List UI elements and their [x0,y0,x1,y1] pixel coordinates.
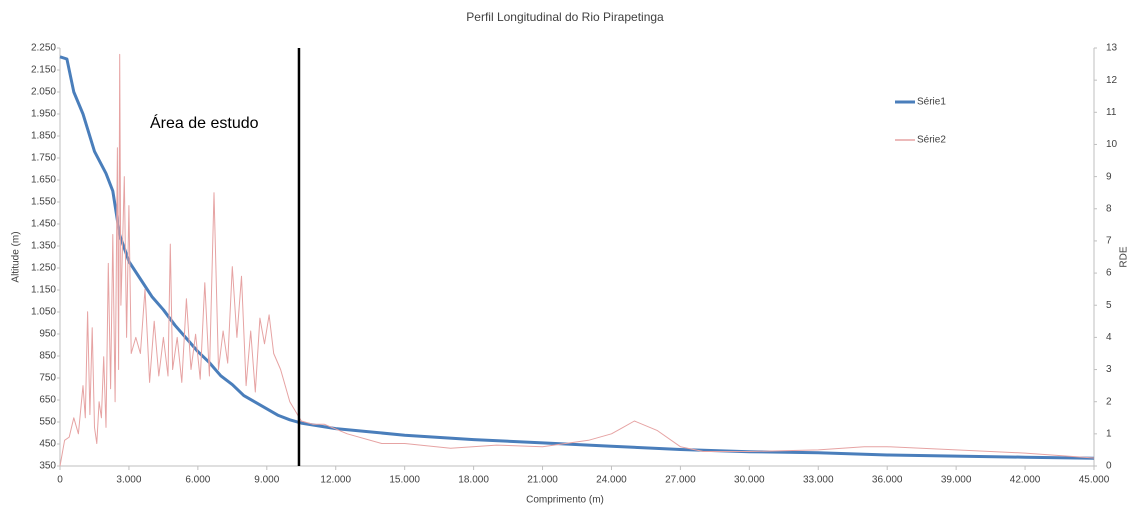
legend-label: Série1 [917,97,946,108]
chart-title: Perfil Longitudinal do Rio Pirapetinga [466,10,664,24]
annotation: Área de estudo [150,113,259,132]
y-tick-label: 450 [39,439,56,450]
y-tick-label: 2.150 [31,65,56,76]
x-tick-label: 21.000 [527,475,558,486]
y-tick-label: 1.850 [31,131,56,142]
x-tick-label: 30.000 [734,475,765,486]
y2-tick-label: 4 [1106,332,1112,343]
y-tick-label: 650 [39,395,56,406]
y-tick-label: 1.550 [31,197,56,208]
y2-tick-label: 3 [1106,364,1112,375]
y2-tick-label: 7 [1106,236,1112,247]
y-tick-label: 1.950 [31,109,56,120]
y2-tick-label: 6 [1106,268,1112,279]
x-tick-label: 12.000 [320,475,351,486]
x-tick-label: 27.000 [665,475,696,486]
y-tick-label: 1.650 [31,175,56,186]
y2-tick-label: 11 [1106,107,1117,118]
y2-tick-label: 12 [1106,75,1118,86]
x-tick-label: 15.000 [389,475,420,486]
y2-tick-label: 8 [1106,203,1112,214]
y-tick-label: 750 [39,373,56,384]
x-tick-label: 33.000 [803,475,834,486]
y-tick-label: 1.250 [31,263,56,274]
y-tick-label: 1.750 [31,153,56,164]
x-tick-label: 0 [57,475,63,486]
y-axis-label: Altitude (m) [11,231,22,282]
y2-axis-label: RDE [1119,246,1129,267]
y-tick-label: 1.050 [31,307,56,318]
y2-tick-label: 5 [1106,300,1112,311]
x-axis-label: Comprimento (m) [526,495,604,506]
y-tick-label: 1.450 [31,219,56,230]
y-tick-label: 1.150 [31,285,56,296]
y-tick-label: 950 [39,329,56,340]
x-tick-label: 3.000 [116,475,141,486]
x-tick-label: 9.000 [254,475,279,486]
y-tick-label: 2.050 [31,87,56,98]
y2-tick-label: 0 [1106,461,1112,472]
x-tick-label: 18.000 [458,475,489,486]
series-line [59,55,1095,460]
x-tick-label: 42.000 [1010,475,1041,486]
y2-tick-label: 9 [1106,171,1112,182]
x-tick-label: 45.000 [1079,475,1110,486]
x-tick-label: 6.000 [185,475,210,486]
y2-tick-label: 13 [1106,43,1118,54]
series-line [59,53,1095,467]
y-tick-label: 1.350 [31,241,56,252]
y-tick-label: 350 [39,461,56,472]
y-tick-label: 2.250 [31,43,56,54]
x-tick-label: 39.000 [941,475,972,486]
y-tick-label: 850 [39,351,56,362]
x-tick-label: 24.000 [596,475,627,486]
y2-tick-label: 2 [1106,396,1112,407]
y-tick-label: 550 [39,417,56,428]
y2-tick-label: 1 [1106,428,1112,439]
x-tick-label: 36.000 [872,475,903,486]
legend-label: Série2 [917,135,946,146]
y2-tick-label: 10 [1106,139,1118,150]
